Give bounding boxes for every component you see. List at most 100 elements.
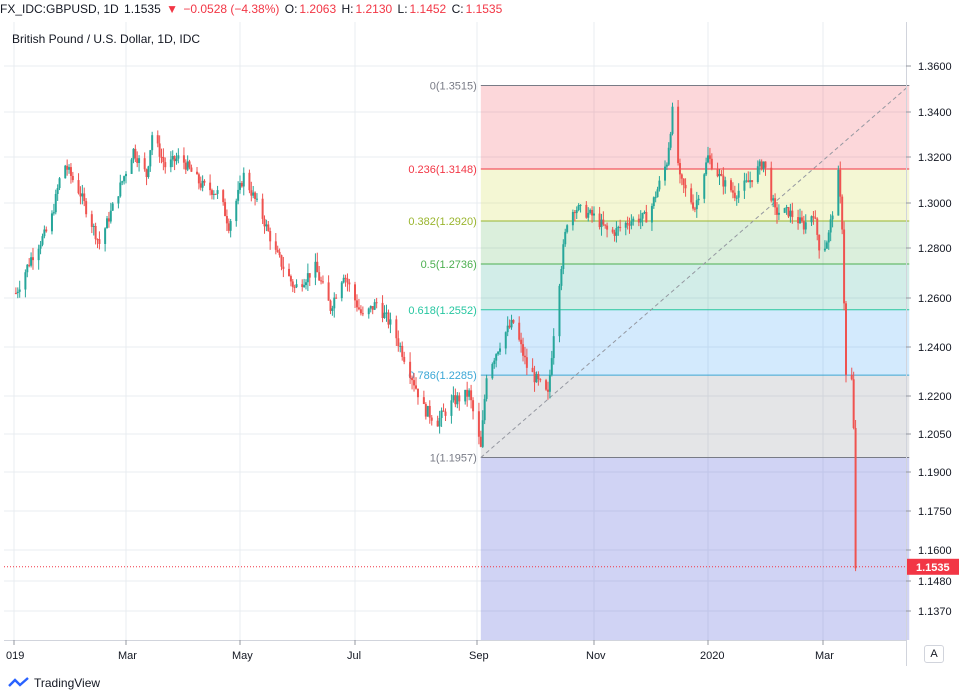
candle-body — [777, 212, 780, 215]
candle-body — [598, 213, 601, 228]
candle-body — [843, 229, 846, 304]
candle-body — [106, 218, 109, 229]
candle-body — [654, 197, 657, 199]
candle-body — [308, 273, 311, 278]
candle-body — [506, 325, 509, 333]
candle-body — [92, 225, 95, 227]
candle-body — [452, 395, 455, 401]
candle-body — [132, 148, 135, 160]
candle-body — [26, 264, 29, 273]
candle-body — [751, 180, 754, 183]
symbol-label[interactable]: FX_IDC:GBPUSD, 1D — [0, 2, 119, 16]
x-tick-label: 019 — [6, 650, 24, 662]
candle-body — [481, 420, 484, 447]
candle-body — [267, 224, 270, 232]
candle-body — [525, 357, 528, 368]
y-tick-label: 1.1750 — [918, 506, 952, 518]
candle-body — [175, 158, 178, 162]
candle-body — [454, 395, 457, 405]
candle-body — [52, 212, 55, 214]
candle-body — [645, 212, 648, 223]
candle-body — [261, 198, 264, 219]
candle-body — [705, 162, 708, 175]
candle-body — [639, 218, 642, 223]
auto-scale-button[interactable]: A — [924, 645, 944, 663]
candle-body — [369, 306, 372, 309]
candle-body — [789, 210, 792, 217]
candle-body — [375, 302, 378, 304]
candle-body — [617, 226, 620, 229]
candle-body — [510, 319, 513, 328]
candle-body — [628, 224, 631, 226]
candle-body — [743, 180, 746, 191]
candle-body — [385, 312, 388, 314]
candle-body — [361, 313, 364, 315]
candle-body — [263, 218, 266, 227]
candle-body — [470, 390, 473, 401]
candle-body — [306, 273, 309, 283]
candle-body — [680, 174, 683, 179]
fibonacci-retracement[interactable]: 0(1.3515) 0.236(1.3148) 0.382(1.2920) 0.5(1… — [408, 81, 910, 640]
candle-body — [466, 389, 469, 397]
fib-zone — [480, 309, 910, 376]
candle-body — [186, 161, 189, 170]
candle-body — [823, 248, 826, 251]
candle-body — [667, 147, 670, 165]
candle-body — [239, 182, 241, 190]
fib-zone — [480, 168, 910, 221]
candle-body — [522, 344, 525, 356]
high-label: H: — [341, 2, 354, 16]
candle-body — [158, 143, 161, 157]
candle-body — [50, 213, 53, 232]
candle-body — [707, 155, 709, 163]
candle-body — [276, 249, 279, 252]
candle-body — [562, 244, 565, 270]
candle-body — [735, 197, 738, 199]
candle-body — [209, 182, 212, 191]
fib-level-label: 1(1.1957) — [430, 453, 477, 465]
fib-level-label: 0.236(1.3148) — [408, 164, 477, 176]
candle-body — [357, 307, 360, 310]
candle-body — [560, 269, 563, 286]
candle-body — [329, 300, 332, 311]
candle-body — [692, 202, 695, 209]
fib-level-label: 0(1.3515) — [430, 81, 477, 93]
current-price-label: 1.1535 — [916, 562, 950, 574]
candle-body — [147, 166, 150, 178]
y-tick-label: 1.1600 — [918, 545, 952, 557]
candle-body — [381, 302, 384, 319]
candle-body — [575, 210, 578, 214]
candle-body — [79, 193, 82, 197]
y-tick-label: 1.3200 — [918, 152, 952, 164]
tradingview-logo[interactable]: TradingView — [8, 676, 100, 690]
candle-body — [117, 196, 120, 204]
candle-body — [30, 257, 33, 266]
candle-body — [190, 167, 193, 172]
candle-body — [409, 361, 412, 378]
candle-body — [333, 297, 336, 309]
candle-body — [656, 189, 659, 198]
candle-body — [690, 188, 693, 203]
candle-body — [56, 188, 59, 194]
candle-body — [566, 225, 569, 232]
chart-header: FX_IDC:GBPUSD, 1D 1.1535 ▼ −0.0528 (−4.3… — [0, 0, 963, 20]
candle-body — [411, 377, 414, 381]
candle-body — [188, 161, 191, 168]
candle-body — [18, 289, 21, 292]
x-tick-label: Nov — [586, 650, 606, 662]
candle-body — [539, 379, 542, 381]
axes: 1.3600 1.3400 1.3200 1.3000 1.2800 1.2600 1.24… — [4, 22, 959, 666]
candle-body — [134, 148, 137, 159]
candle-body — [331, 308, 334, 311]
candle-body — [472, 400, 475, 412]
candle-body — [787, 207, 790, 217]
candle-body — [169, 159, 172, 168]
candle-body — [512, 319, 515, 323]
candle-body — [818, 234, 821, 251]
candle-body — [438, 417, 441, 427]
candle-body — [804, 222, 807, 230]
candle-body — [320, 280, 323, 282]
candle-body — [456, 395, 459, 405]
candle-body — [520, 339, 523, 345]
